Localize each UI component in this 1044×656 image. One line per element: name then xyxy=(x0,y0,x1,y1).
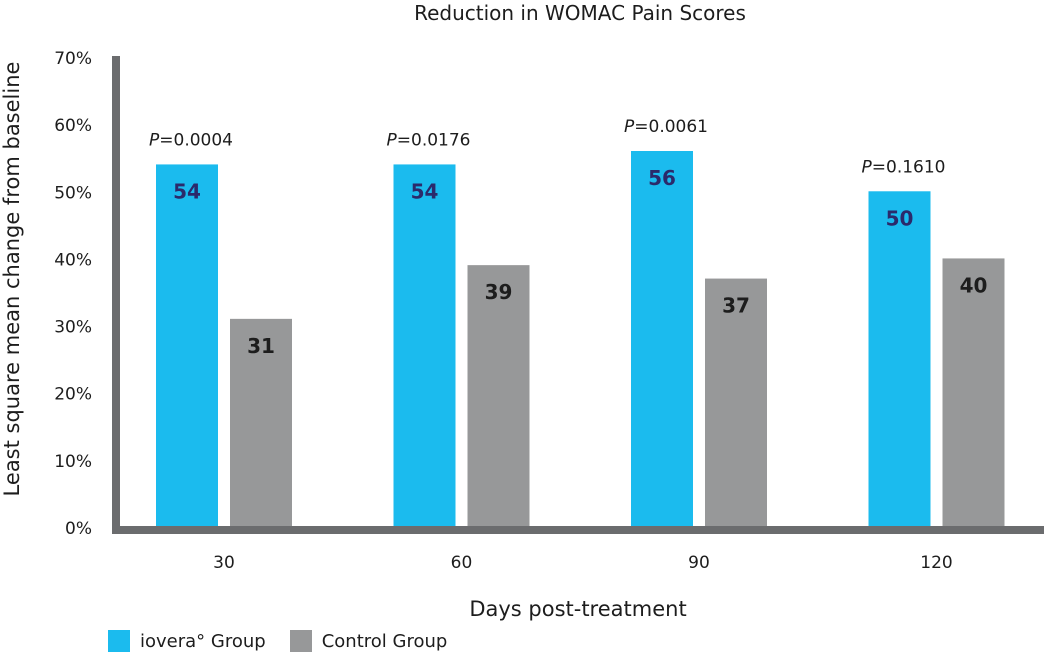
y-tick-label: 0% xyxy=(65,519,92,539)
bar-value-label: 50 xyxy=(886,206,914,230)
bar-iovera xyxy=(868,191,931,528)
bar-value-label: 54 xyxy=(173,179,201,203)
bars xyxy=(156,151,1005,528)
y-tick-label: 40% xyxy=(54,250,92,270)
bar-iovera xyxy=(631,151,693,527)
bar-value-label: 56 xyxy=(648,166,676,190)
y-tick-label: 30% xyxy=(54,318,92,338)
chart: Reduction in WOMAC Pain Scores Least squ… xyxy=(0,1,1044,621)
bar-value-label: 31 xyxy=(247,334,275,358)
bar-value-labels: 54 31 54 39 56 37 50 40 xyxy=(173,166,987,358)
legend-swatch-control xyxy=(289,630,312,652)
y-axis-ticks: 0% 10% 20% 30% 40% 50% 60% 70% xyxy=(54,49,92,539)
p-value-labels: P=0.0004 P=0.0176 P=0.0061 P=0.1610 xyxy=(149,117,946,177)
bar-iovera xyxy=(156,164,218,527)
bar-value-label: 40 xyxy=(960,273,988,297)
y-tick-label: 10% xyxy=(54,452,92,472)
p-value-label: P=0.1610 xyxy=(862,157,946,177)
bar-value-label: 54 xyxy=(411,179,439,203)
bar-control xyxy=(705,278,767,527)
x-axis-title: Days post-treatment xyxy=(469,597,686,621)
bar-value-label: 39 xyxy=(485,280,513,304)
x-axis-ticks: 30 60 90 120 xyxy=(213,553,953,573)
bar-iovera xyxy=(393,164,456,527)
legend-swatch-iovera xyxy=(108,630,130,652)
y-axis-title: Least square mean change from baseline xyxy=(0,62,24,497)
bar-value-label: 37 xyxy=(722,294,750,318)
x-axis-line xyxy=(112,526,1044,534)
x-tick-label: 30 xyxy=(213,553,235,573)
p-value-label: P=0.0061 xyxy=(624,117,708,137)
y-axis-line xyxy=(112,56,120,534)
legend-item-iovera: iovera° Group xyxy=(108,630,266,652)
y-tick-label: 20% xyxy=(54,385,92,405)
p-value-label: P=0.0176 xyxy=(387,130,471,150)
p-value-label: P=0.0004 xyxy=(149,130,233,150)
chart-title: Reduction in WOMAC Pain Scores xyxy=(414,1,746,25)
legend-item-control: Control Group xyxy=(289,630,448,652)
bar-control xyxy=(942,258,1005,527)
y-tick-label: 70% xyxy=(54,49,92,69)
y-tick-label: 60% xyxy=(54,116,92,136)
y-tick-label: 50% xyxy=(54,183,92,203)
bar-control xyxy=(467,265,530,527)
legend: iovera° Group Control Group xyxy=(108,630,471,652)
x-tick-label: 120 xyxy=(920,553,952,573)
x-tick-label: 60 xyxy=(451,553,473,573)
legend-label-iovera: iovera° Group xyxy=(140,630,266,652)
x-tick-label: 90 xyxy=(688,553,710,573)
legend-label-control: Control Group xyxy=(321,630,448,652)
bar-control xyxy=(230,318,292,527)
